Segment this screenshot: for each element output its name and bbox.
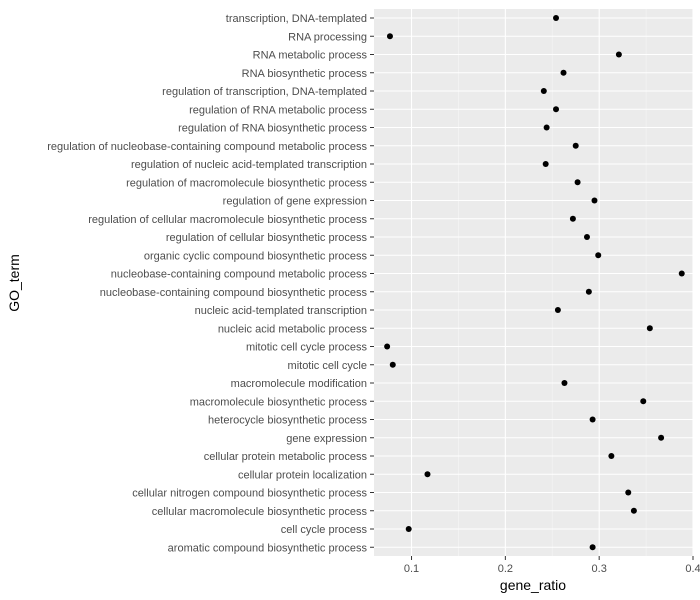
y-tick-label: RNA metabolic process [253,50,368,62]
y-tick-label: regulation of RNA biosynthetic process [178,123,367,135]
data-point [630,507,637,514]
minor-grid [458,9,647,556]
data-points [384,15,685,551]
data-point [574,179,581,186]
data-point [540,88,547,94]
y-axis-title: GO_term [6,254,22,312]
x-axis-ticks [411,556,694,560]
y-tick-label: cellular protein metabolic process [204,451,368,463]
y-tick-label: nucleic acid-templated transcription [195,305,367,317]
y-tick-label: transcription, DNA-templated [226,13,367,25]
y-tick-label: macromolecule modification [231,378,367,390]
data-point [553,15,560,21]
data-point [658,434,665,441]
data-point [625,489,632,496]
y-tick-label: heterocycle biosynthetic process [208,415,367,427]
y-tick-label: mitotic cell cycle process [246,342,368,354]
y-tick-label: cellular protein localization [238,469,367,481]
data-point [589,416,596,423]
y-tick-label: cell cycle process [281,524,368,536]
data-point [608,453,615,459]
y-tick-label: regulation of nucleobase-containing comp… [47,141,367,153]
data-point [640,398,647,405]
data-point [561,380,568,386]
y-tick-label: regulation of cellular macromolecule bio… [88,214,367,226]
data-point [615,51,622,58]
data-point [678,270,685,277]
data-point [646,325,653,332]
data-point [424,471,431,478]
y-tick-label: RNA biosynthetic process [242,68,368,80]
x-tick-label: 0.4 [685,563,700,575]
data-point [554,307,561,313]
y-tick-label: cellular nitrogen compound biosynthetic … [132,488,367,500]
y-tick-label: nucleobase-containing compound metabolic… [111,269,368,281]
data-point [569,215,576,222]
y-tick-label: regulation of macromolecule biosynthetic… [126,177,367,189]
y-tick-label: organic cyclic compound biosynthetic pro… [144,250,368,262]
y-tick-label: regulation of RNA metabolic process [189,104,367,116]
data-point [384,343,391,350]
y-tick-label: regulation of gene expression [223,196,367,208]
y-tick-label: nucleic acid metabolic process [218,323,368,335]
data-point [583,234,590,240]
y-axis-ticks [370,17,374,548]
data-point [389,361,396,368]
y-tick-label: mitotic cell cycle [288,360,367,372]
data-point [572,142,579,149]
data-point [585,288,592,295]
data-point [591,197,598,204]
y-tick-label: macromolecule biosynthetic process [190,396,368,408]
data-point [543,124,550,131]
data-point [595,252,602,259]
y-tick-label: nucleobase-containing compound biosynthe… [100,287,368,299]
data-point [560,69,567,76]
y-tick-label: RNA processing [288,31,367,43]
y-tick-label: regulation of transcription, DNA-templat… [162,86,367,98]
x-tick-label: 0.2 [498,563,513,575]
y-tick-label: cellular macromolecule biosynthetic proc… [152,506,368,518]
data-point [405,526,412,532]
data-point [553,106,560,113]
y-axis-tick-labels: transcription, DNA-templated RNA processi… [47,13,367,554]
y-tick-label: regulation of nucleic acid-templated tra… [131,159,367,171]
major-grid [374,9,694,556]
data-point [386,33,393,40]
y-tick-label: aromatic compound biosynthetic process [168,542,368,554]
plot-panel [374,9,693,556]
x-tick-label: 0.3 [592,563,607,575]
data-point [542,161,549,167]
y-tick-label: gene expression [286,433,367,445]
x-axis-tick-labels: 0.1 0.2 0.3 0.4 [404,563,700,575]
y-tick-label: regulation of cellular biosynthetic proc… [166,232,368,244]
data-point [589,544,596,551]
x-axis-title: gene_ratio [500,577,566,593]
x-tick-label: 0.1 [404,563,419,575]
